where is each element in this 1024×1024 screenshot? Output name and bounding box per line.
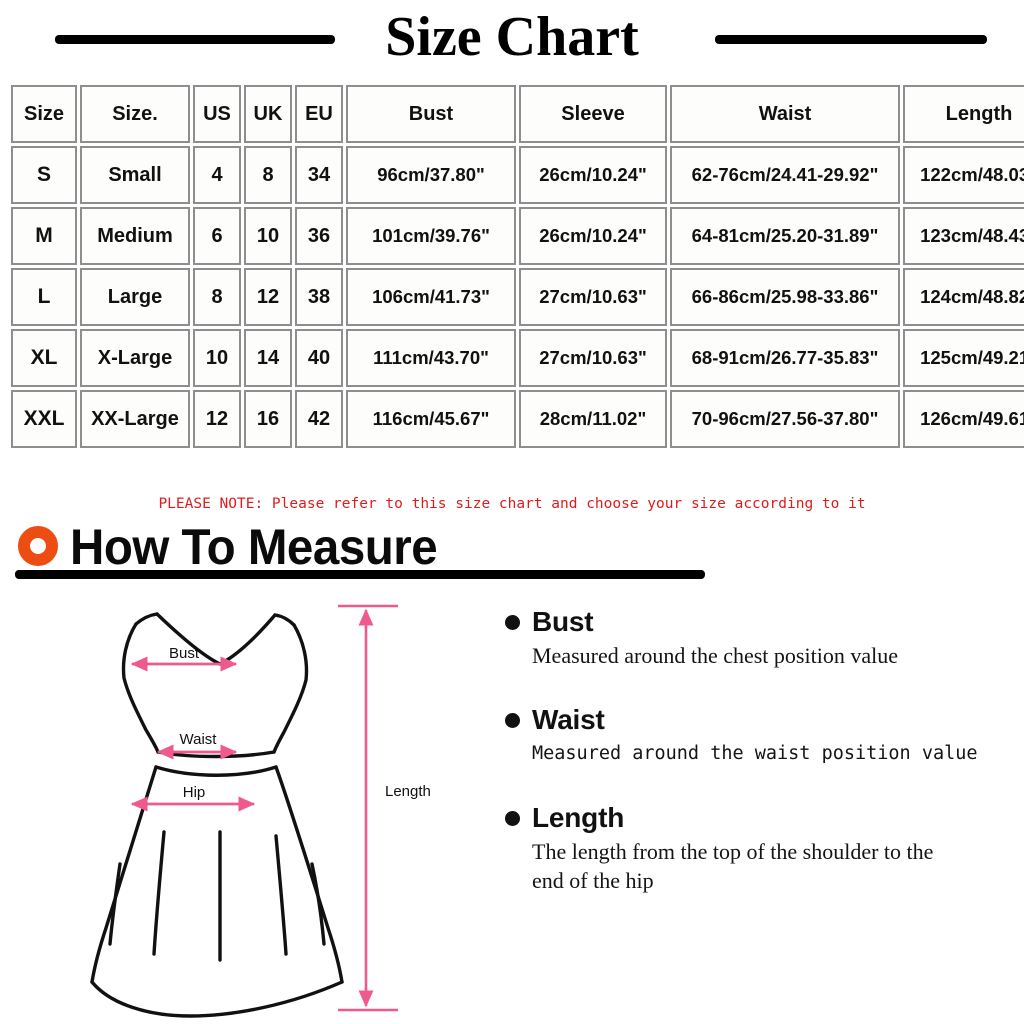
cell-size-name: Large — [80, 268, 190, 326]
cell-sleeve: 27cm/10.63" — [519, 329, 667, 387]
cell-eu: 36 — [295, 207, 343, 265]
cell-size-name: X-Large — [80, 329, 190, 387]
diagram-label-bust: Bust — [169, 645, 200, 662]
column-header-uk: UK — [244, 85, 292, 143]
cell-bust: 96cm/37.80" — [346, 146, 516, 204]
cell-size: M — [11, 207, 77, 265]
cell-size: L — [11, 268, 77, 326]
cell-sleeve: 26cm/10.24" — [519, 207, 667, 265]
cell-us: 12 — [193, 390, 241, 448]
measure-description: Measured around the waist position value — [532, 743, 978, 764]
column-header-size-name: Size. — [80, 85, 190, 143]
column-header-length: Length — [903, 85, 1024, 143]
cell-uk: 8 — [244, 146, 292, 204]
cell-uk: 16 — [244, 390, 292, 448]
measure-item-length: Length The length from the top of the sh… — [505, 802, 1005, 895]
cell-size-name: Medium — [80, 207, 190, 265]
measure-item-waist: Waist Measured around the waist position… — [505, 704, 1005, 768]
table-header-row: Size Size. US UK EU Bust Sleeve Waist Le… — [11, 85, 1024, 143]
cell-size-name: XX-Large — [80, 390, 190, 448]
dress-outline — [90, 612, 344, 1018]
cell-eu: 34 — [295, 146, 343, 204]
title-rule-right — [715, 35, 987, 44]
title-rule-left — [55, 35, 335, 44]
cell-waist: 66-86cm/25.98-33.86" — [670, 268, 900, 326]
cell-length: 124cm/48.82" — [903, 268, 1024, 326]
table-row: M Medium 6 10 36 101cm/39.76" 26cm/10.24… — [11, 207, 1024, 265]
measure-heading: Waist — [505, 704, 1005, 736]
cell-us: 8 — [193, 268, 241, 326]
page-header: Size Chart — [0, 0, 1024, 78]
table-row: XL X-Large 10 14 40 111cm/43.70" 27cm/10… — [11, 329, 1024, 387]
cell-us: 4 — [193, 146, 241, 204]
table-row: S Small 4 8 34 96cm/37.80" 26cm/10.24" 6… — [11, 146, 1024, 204]
how-to-measure-rule — [15, 570, 705, 579]
cell-waist: 64-81cm/25.20-31.89" — [670, 207, 900, 265]
bullet-icon — [505, 712, 520, 728]
cell-uk: 12 — [244, 268, 292, 326]
measure-description: Measured around the chest position value — [532, 643, 898, 668]
cell-us: 10 — [193, 329, 241, 387]
column-header-eu: EU — [295, 85, 343, 143]
column-header-us: US — [193, 85, 241, 143]
cell-uk: 10 — [244, 207, 292, 265]
measure-term: Waist — [532, 704, 605, 735]
bullet-icon — [505, 810, 520, 826]
cell-length: 122cm/48.03" — [903, 146, 1024, 204]
cell-uk: 14 — [244, 329, 292, 387]
size-chart-table: Size Size. US UK EU Bust Sleeve Waist Le… — [8, 82, 1024, 451]
diagram-label-waist: Waist — [180, 731, 218, 748]
please-note-text: PLEASE NOTE: Please refer to this size c… — [158, 496, 866, 512]
cell-bust: 116cm/45.67" — [346, 390, 516, 448]
cell-waist: 70-96cm/27.56-37.80" — [670, 390, 900, 448]
measurement-arrows — [130, 604, 398, 1012]
cell-bust: 106cm/41.73" — [346, 268, 516, 326]
diagram-label-hip: Hip — [183, 784, 206, 801]
size-chart-table-container: Size Size. US UK EU Bust Sleeve Waist Le… — [8, 82, 1024, 451]
column-header-bust: Bust — [346, 85, 516, 143]
cell-bust: 101cm/39.76" — [346, 207, 516, 265]
cell-waist: 68-91cm/26.77-35.83" — [670, 329, 900, 387]
cell-us: 6 — [193, 207, 241, 265]
cell-length: 126cm/49.61" — [903, 390, 1024, 448]
measure-heading: Length — [505, 802, 1005, 834]
cell-size: S — [11, 146, 77, 204]
table-row: XXL XX-Large 12 16 42 116cm/45.67" 28cm/… — [11, 390, 1024, 448]
how-to-measure-header: How To Measure — [0, 519, 1024, 582]
cell-eu: 42 — [295, 390, 343, 448]
column-header-size: Size — [11, 85, 77, 143]
bullet-icon — [505, 614, 520, 630]
measurement-definitions: Bust Measured around the chest position … — [505, 606, 1005, 929]
cell-eu: 38 — [295, 268, 343, 326]
diagram-label-length: Length — [385, 783, 431, 800]
measure-term: Length — [532, 802, 625, 833]
table-row: L Large 8 12 38 106cm/41.73" 27cm/10.63"… — [11, 268, 1024, 326]
measure-item-bust: Bust Measured around the chest position … — [505, 606, 1005, 670]
column-header-waist: Waist — [670, 85, 900, 143]
cell-size-name: Small — [80, 146, 190, 204]
cell-bust: 111cm/43.70" — [346, 329, 516, 387]
cell-sleeve: 28cm/11.02" — [519, 390, 667, 448]
cell-length: 125cm/49.21" — [903, 329, 1024, 387]
column-header-sleeve: Sleeve — [519, 85, 667, 143]
measure-term: Bust — [532, 606, 594, 637]
cell-sleeve: 27cm/10.63" — [519, 268, 667, 326]
cell-length: 123cm/48.43" — [903, 207, 1024, 265]
measure-description: The length from the top of the shoulder … — [532, 839, 934, 893]
page-title: Size Chart — [385, 6, 639, 68]
cell-size: XXL — [11, 390, 77, 448]
cell-sleeve: 26cm/10.24" — [519, 146, 667, 204]
dress-diagram: Bust Waist Hip Length — [40, 592, 470, 1022]
measure-heading: Bust — [505, 606, 1005, 638]
ring-icon — [18, 526, 58, 566]
cell-waist: 62-76cm/24.41-29.92" — [670, 146, 900, 204]
how-to-measure-title: How To Measure — [70, 519, 438, 575]
cell-eu: 40 — [295, 329, 343, 387]
cell-size: XL — [11, 329, 77, 387]
